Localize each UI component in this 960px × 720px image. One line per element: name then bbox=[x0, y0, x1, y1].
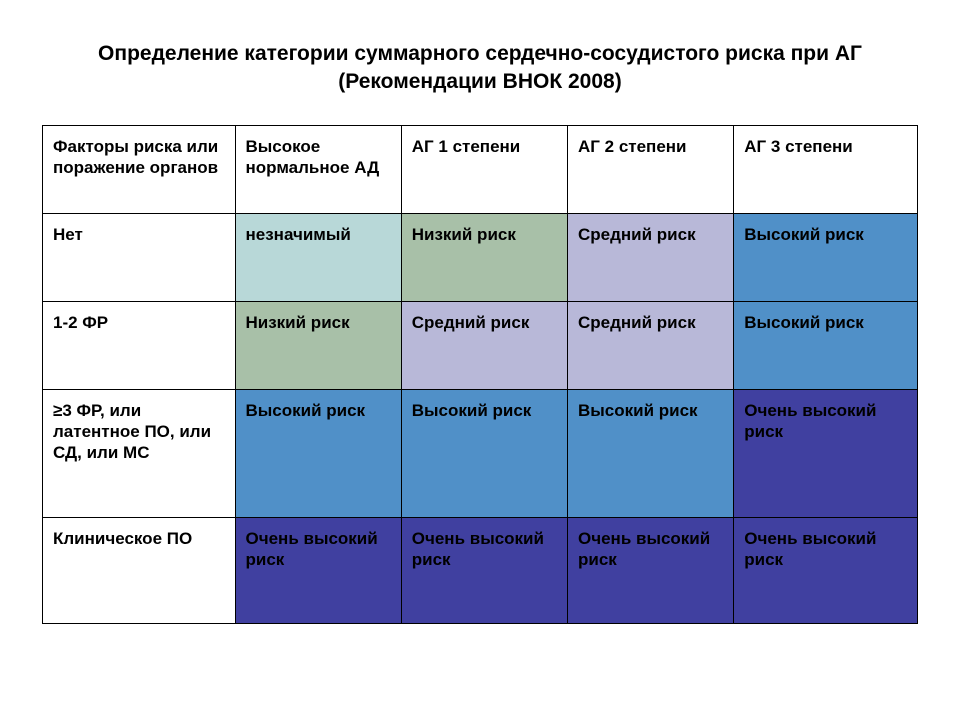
table-row: 1-2 ФР Низкий риск Средний риск Средний … bbox=[43, 301, 918, 389]
row-label: Клиническое ПО bbox=[43, 517, 236, 623]
risk-table: Факторы риска или поражение органов Высо… bbox=[42, 125, 918, 624]
header-cell: АГ 2 степени bbox=[568, 125, 734, 213]
risk-cell: Высокий риск bbox=[734, 213, 918, 301]
table-row: Нет незначимый Низкий риск Средний риск … bbox=[43, 213, 918, 301]
risk-cell: Высокий риск bbox=[734, 301, 918, 389]
risk-cell: Высокий риск bbox=[235, 389, 401, 517]
risk-cell: Очень высокий риск bbox=[401, 517, 567, 623]
risk-cell: Высокий риск bbox=[568, 389, 734, 517]
row-label: ≥3 ФР, или латентное ПО, или СД, или МС bbox=[43, 389, 236, 517]
risk-cell: Высокий риск bbox=[401, 389, 567, 517]
risk-cell: Очень высокий риск bbox=[568, 517, 734, 623]
page-title: Определение категории суммарного сердечн… bbox=[42, 40, 918, 97]
risk-cell: Очень высокий риск bbox=[734, 517, 918, 623]
risk-cell: Очень высокий риск bbox=[734, 389, 918, 517]
risk-cell: Средний риск bbox=[401, 301, 567, 389]
table-header-row: Факторы риска или поражение органов Высо… bbox=[43, 125, 918, 213]
header-cell: АГ 3 степени bbox=[734, 125, 918, 213]
risk-cell: Средний риск bbox=[568, 301, 734, 389]
risk-cell: Низкий риск bbox=[401, 213, 567, 301]
row-label: Нет bbox=[43, 213, 236, 301]
risk-cell: Средний риск bbox=[568, 213, 734, 301]
header-cell: Высокое нормальное АД bbox=[235, 125, 401, 213]
row-label: 1-2 ФР bbox=[43, 301, 236, 389]
risk-cell: Низкий риск bbox=[235, 301, 401, 389]
header-cell: АГ 1 степени bbox=[401, 125, 567, 213]
table-row: Клиническое ПО Очень высокий риск Очень … bbox=[43, 517, 918, 623]
table-row: ≥3 ФР, или латентное ПО, или СД, или МС … bbox=[43, 389, 918, 517]
risk-cell: незначимый bbox=[235, 213, 401, 301]
risk-cell: Очень высокий риск bbox=[235, 517, 401, 623]
header-cell: Факторы риска или поражение органов bbox=[43, 125, 236, 213]
